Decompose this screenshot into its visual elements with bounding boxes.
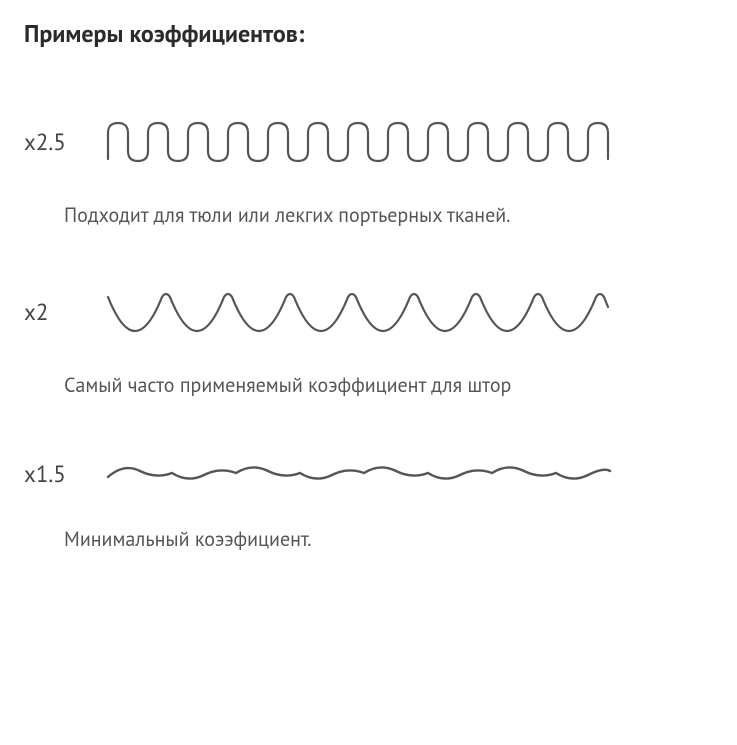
coef-caption: Минимальный коээфициент.	[64, 525, 713, 553]
wave-icon-2	[104, 289, 614, 335]
coef-row-2: х2	[24, 289, 713, 335]
wave-icon-2-5	[104, 119, 614, 165]
coef-label: х2	[24, 301, 104, 324]
coef-row-2-5: х2.5	[24, 119, 713, 165]
coef-caption: Самый часто применяемый коэффициент для …	[64, 371, 713, 399]
page-title: Примеры коэффициентов:	[24, 18, 713, 49]
wave-icon-1-5	[104, 459, 614, 489]
coef-label: х2.5	[24, 131, 104, 154]
coef-label: х1.5	[24, 463, 104, 486]
coef-row-1-5: х1.5	[24, 459, 713, 489]
coef-caption: Подходит для тюли или лекгих портьерных …	[64, 201, 713, 229]
